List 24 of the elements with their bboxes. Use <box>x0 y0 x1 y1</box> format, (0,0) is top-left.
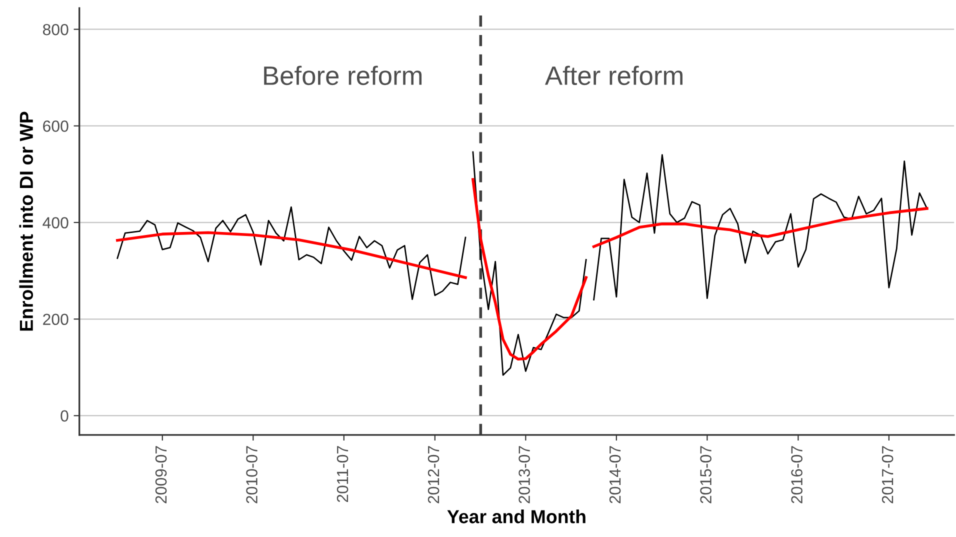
x-tick-label: 2013-07 <box>518 446 530 504</box>
x-tick-label: 2012-07 <box>428 446 440 504</box>
y-axis-title: Enrollment into DI or WP <box>19 112 34 331</box>
line-series <box>472 178 588 361</box>
line-series <box>472 151 587 376</box>
line-series <box>116 206 466 300</box>
x-axis-title: Year and Month <box>447 510 586 524</box>
y-tick-label: 600 <box>43 120 68 132</box>
y-tick-label: 800 <box>42 24 68 36</box>
annotation: After reform <box>544 66 682 86</box>
x-tick-label: 2017-07 <box>882 446 894 504</box>
y-tick-label: 200 <box>43 314 68 326</box>
y-tick-label: 400 <box>42 217 68 228</box>
x-tick-label: 2011-07 <box>336 446 348 502</box>
line-series <box>592 207 928 248</box>
x-tick-label: 2016-07 <box>791 446 802 504</box>
y-tick-label: 0 <box>60 410 68 422</box>
x-tick-label: 2014-07 <box>609 446 621 504</box>
line-series <box>116 231 467 279</box>
x-tick-label: 2010-07 <box>246 446 258 504</box>
line-series <box>593 154 928 300</box>
x-tick-label: 2009-07 <box>155 446 167 504</box>
x-tick-label: 2015-07 <box>700 446 712 504</box>
annotation: Before reform <box>264 66 422 86</box>
